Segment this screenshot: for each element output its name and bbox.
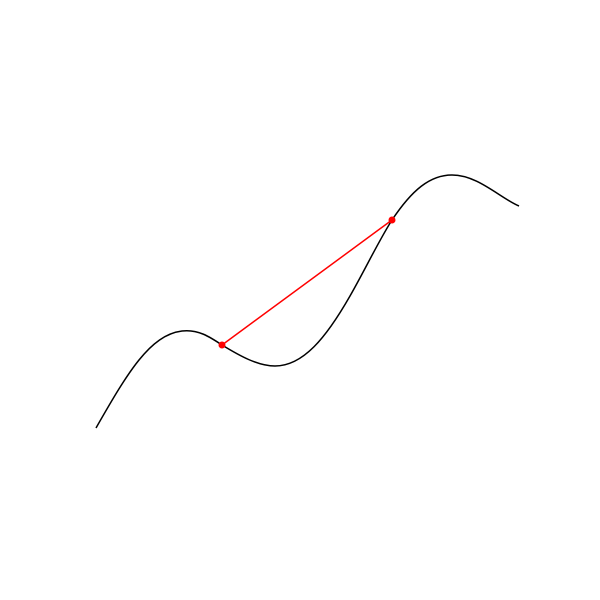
secant-point-right	[388, 216, 396, 224]
secant-line	[221, 219, 393, 346]
secant-point-left	[218, 341, 226, 349]
function-curve	[95, 174, 520, 429]
